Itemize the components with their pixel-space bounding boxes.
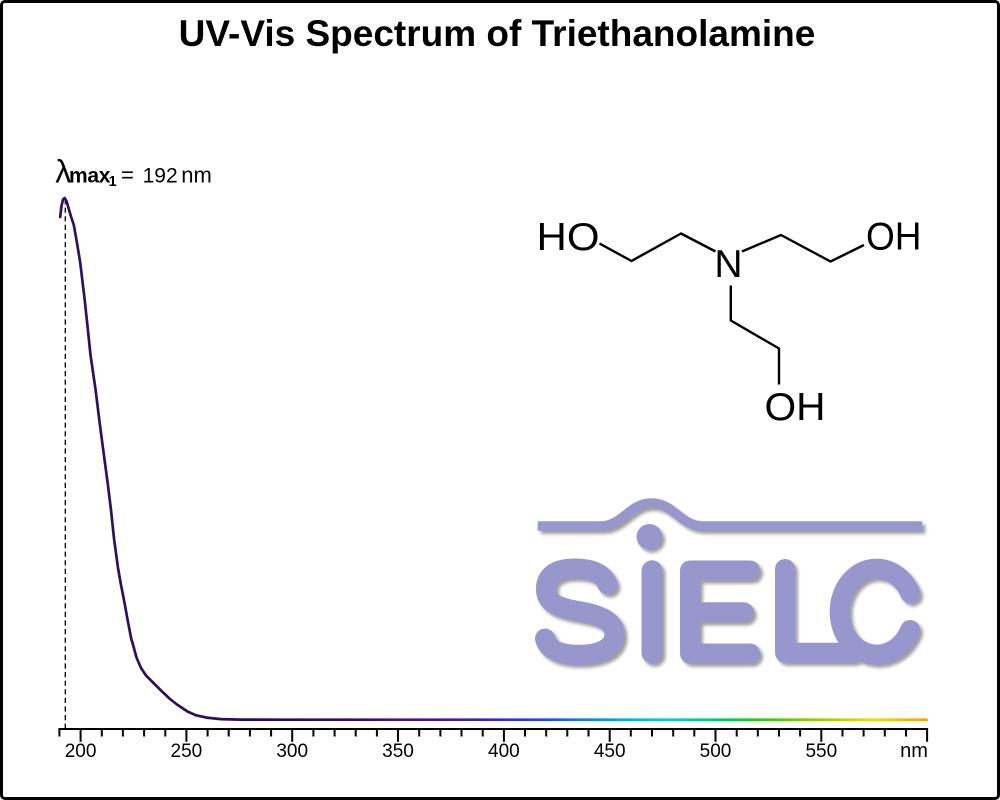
svg-text:400: 400	[488, 741, 520, 762]
svg-text:nm: nm	[900, 740, 928, 762]
svg-text:max: max	[69, 164, 111, 187]
svg-text:1: 1	[109, 174, 117, 190]
svg-text:300: 300	[276, 741, 308, 762]
svg-text:350: 350	[382, 741, 414, 762]
svg-text:nm: nm	[181, 162, 212, 187]
svg-text:=: =	[121, 162, 134, 187]
svg-text:250: 250	[171, 741, 203, 762]
svg-text:550: 550	[805, 741, 837, 762]
svg-text:450: 450	[594, 741, 626, 762]
svg-text:λ: λ	[55, 153, 71, 189]
svg-text:500: 500	[700, 741, 732, 762]
svg-text:HO: HO	[537, 216, 600, 259]
svg-text:200: 200	[65, 741, 97, 762]
svg-text:OH: OH	[866, 216, 922, 259]
svg-text:192: 192	[143, 164, 178, 187]
svg-text:OH: OH	[765, 386, 826, 429]
svg-text:N: N	[714, 243, 742, 286]
